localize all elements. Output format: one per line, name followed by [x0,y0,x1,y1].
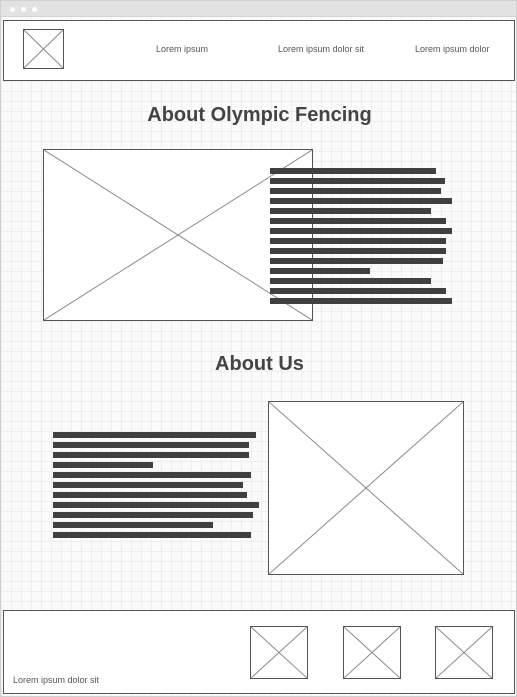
text-line [270,188,441,194]
text-line [53,442,249,448]
text-line [53,482,243,488]
window-dot-icon[interactable] [10,7,15,12]
window-titlebar [1,1,516,17]
text-line [53,522,213,528]
section-title-about-us: About Us [215,353,304,375]
site-header: Lorem ipsum Lorem ipsum dolor sit Lorem … [3,20,515,81]
site-footer: Lorem ipsum dolor sit [3,610,515,694]
text-line [270,258,443,264]
about-us-text-block [53,432,259,542]
text-line [270,198,452,204]
text-line [53,462,153,468]
text-line [53,502,259,508]
section-title-olympic-fencing: About Olympic Fencing [147,104,372,126]
window-dot-icon[interactable] [32,7,37,12]
fencing-text-block [270,168,452,308]
nav-link-3[interactable]: Lorem ipsum dolor [415,44,490,54]
text-line [270,278,431,284]
window-dot-icon[interactable] [21,7,26,12]
text-line [53,452,249,458]
footer-image-placeholder-icon[interactable] [435,626,493,679]
nav-link-1[interactable]: Lorem ipsum [156,44,209,54]
text-line [53,472,251,478]
text-line [270,208,431,214]
text-line [270,298,452,304]
footer-image-placeholder-icon[interactable] [343,626,401,679]
text-line [270,288,446,294]
footer-image-placeholder-icon[interactable] [250,626,308,679]
fencing-image-placeholder-icon [43,149,313,321]
text-line [270,238,446,244]
footer-text: Lorem ipsum dolor sit [13,675,100,685]
text-line [270,168,436,174]
text-line [53,532,251,538]
text-line [53,492,247,498]
text-line [270,268,370,274]
text-line [270,248,446,254]
logo-image-placeholder-icon[interactable] [23,29,64,69]
nav-link-2[interactable]: Lorem ipsum dolor sit [278,44,365,54]
text-line [270,178,445,184]
text-line [270,228,452,234]
about-us-image-placeholder-icon [268,401,464,575]
text-line [53,432,256,438]
text-line [53,512,253,518]
text-line [270,218,446,224]
